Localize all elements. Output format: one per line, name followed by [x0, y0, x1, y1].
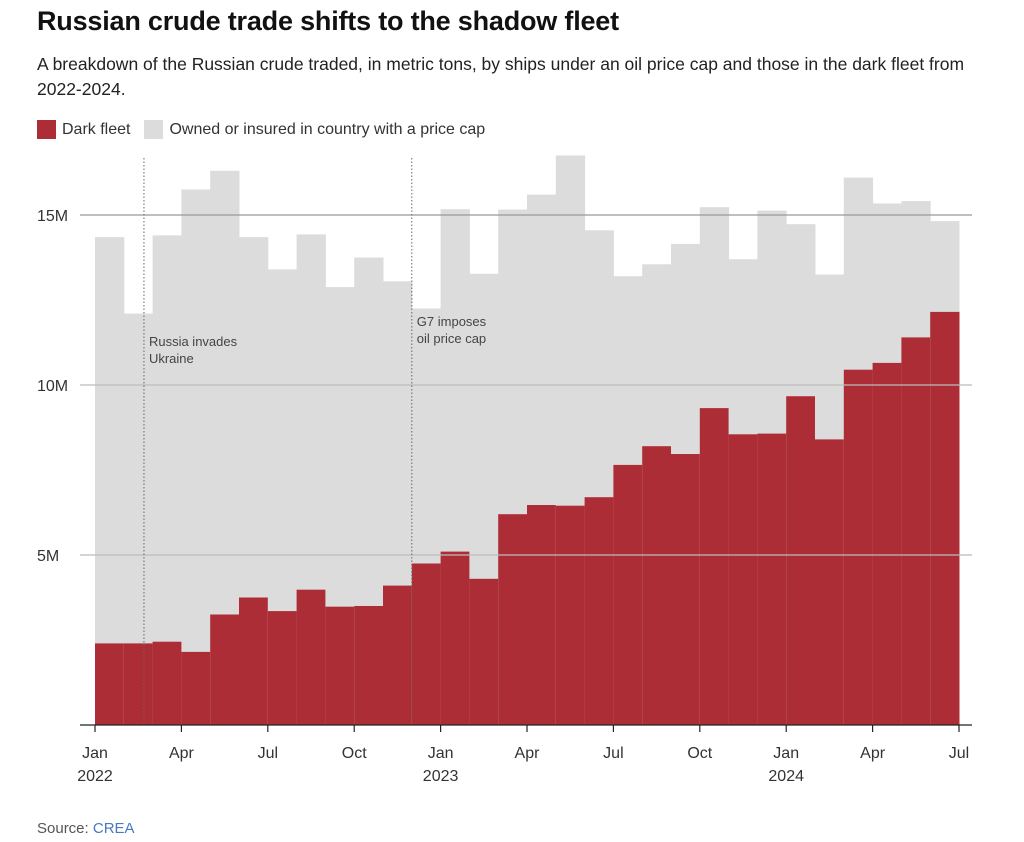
bar-dark-fleet-2022-01	[95, 643, 125, 725]
chart-subtitle: A breakdown of the Russian crude traded,…	[37, 54, 965, 99]
legend-item-price-cap: Owned or insured in country with a price…	[144, 120, 485, 139]
legend-swatch-price-cap	[144, 120, 164, 139]
bar-dark-fleet-2022-11	[383, 585, 413, 725]
bar-dark-fleet-2022-08	[296, 589, 326, 725]
x-tick-label-12: Jan	[428, 745, 454, 762]
annotation-text-1-1: oil price cap	[417, 331, 486, 346]
bar-dark-fleet-2022-07	[267, 611, 298, 725]
source-prefix: Source:	[37, 820, 93, 837]
bar-dark-fleet-2024-02	[815, 439, 845, 725]
bar-dark-fleet-2023-08	[642, 446, 672, 725]
x-tick-label-24: Jan	[773, 745, 799, 762]
y-tick-label-10M: 10M	[37, 378, 68, 395]
bar-dark-fleet-2023-07	[613, 464, 643, 725]
bar-dark-fleet-2023-01	[440, 551, 470, 725]
bar-dark-fleet-2023-09	[671, 454, 701, 725]
x-year-label-2023: 2023	[423, 768, 459, 785]
bar-dark-fleet-2024-05	[901, 337, 931, 725]
legend: Dark fleet Owned or insured in country w…	[37, 120, 499, 139]
stacked-bar-chart: 5M 10M 15M Russia invades Ukraine G7 imposes o…	[37, 155, 972, 785]
bar-price-cap-2022-04	[181, 189, 211, 725]
bar-dark-fleet-2022-09	[325, 606, 355, 725]
bar-dark-fleet-2024-03	[843, 369, 874, 725]
source-link[interactable]: CREA	[92, 820, 135, 837]
bar-dark-fleet-2023-10	[699, 408, 730, 725]
bar-dark-fleet-2023-03	[498, 514, 528, 725]
x-tick-label-0: Jan	[82, 745, 108, 762]
annotation-text-0-0: Russia invades	[149, 334, 238, 349]
bar-dark-fleet-2022-12	[411, 563, 442, 725]
x-tick-label-15: Apr	[515, 745, 541, 762]
x-tick-label-18: Jul	[603, 745, 623, 762]
x-tick-label-27: Apr	[860, 745, 886, 762]
bar-dark-fleet-2024-06	[930, 311, 960, 725]
x-tick-label-3: Apr	[169, 745, 195, 762]
bar-dark-fleet-2023-12	[757, 433, 787, 725]
x-tick-label-30: Jul	[949, 745, 969, 762]
annotation-text-0-1: Ukraine	[149, 351, 194, 366]
bar-dark-fleet-2023-11	[728, 434, 758, 725]
x-year-label-2024: 2024	[768, 768, 804, 785]
chart-title: Russian crude trade shifts to the shadow…	[37, 6, 619, 36]
legend-label-price-cap: Owned or insured in country with a price…	[169, 120, 486, 138]
bar-dark-fleet-2023-05	[555, 505, 586, 725]
x-tick-label-21: Oct	[687, 745, 712, 762]
x-year-label-2022: 2022	[77, 768, 113, 785]
bar-dark-fleet-2022-02	[123, 643, 154, 725]
bar-dark-fleet-2024-01	[786, 396, 816, 725]
bar-dark-fleet-2022-05	[210, 614, 240, 725]
x-tick-label-9: Oct	[342, 745, 367, 762]
source-note: Source: CREA	[37, 820, 135, 837]
legend-item-dark-fleet: Dark fleet	[37, 120, 130, 139]
bar-dark-fleet-2023-04	[527, 505, 557, 725]
legend-label-dark-fleet: Dark fleet	[62, 120, 131, 138]
bar-dark-fleet-2023-06	[584, 497, 614, 725]
x-tick-label-6: Jul	[258, 745, 278, 762]
bar-dark-fleet-2023-02	[469, 578, 499, 725]
legend-swatch-dark-fleet	[37, 120, 56, 139]
annotation-text-1-0: G7 imposes	[417, 314, 487, 329]
y-tick-label-5M: 5M	[37, 548, 59, 565]
bar-dark-fleet-2022-03	[152, 641, 182, 725]
bar-dark-fleet-2024-04	[872, 362, 902, 725]
bar-dark-fleet-2022-06	[239, 597, 269, 725]
bar-dark-fleet-2022-10	[354, 606, 384, 725]
y-tick-label-15M: 15M	[37, 208, 68, 225]
bar-dark-fleet-2022-04	[181, 651, 211, 725]
